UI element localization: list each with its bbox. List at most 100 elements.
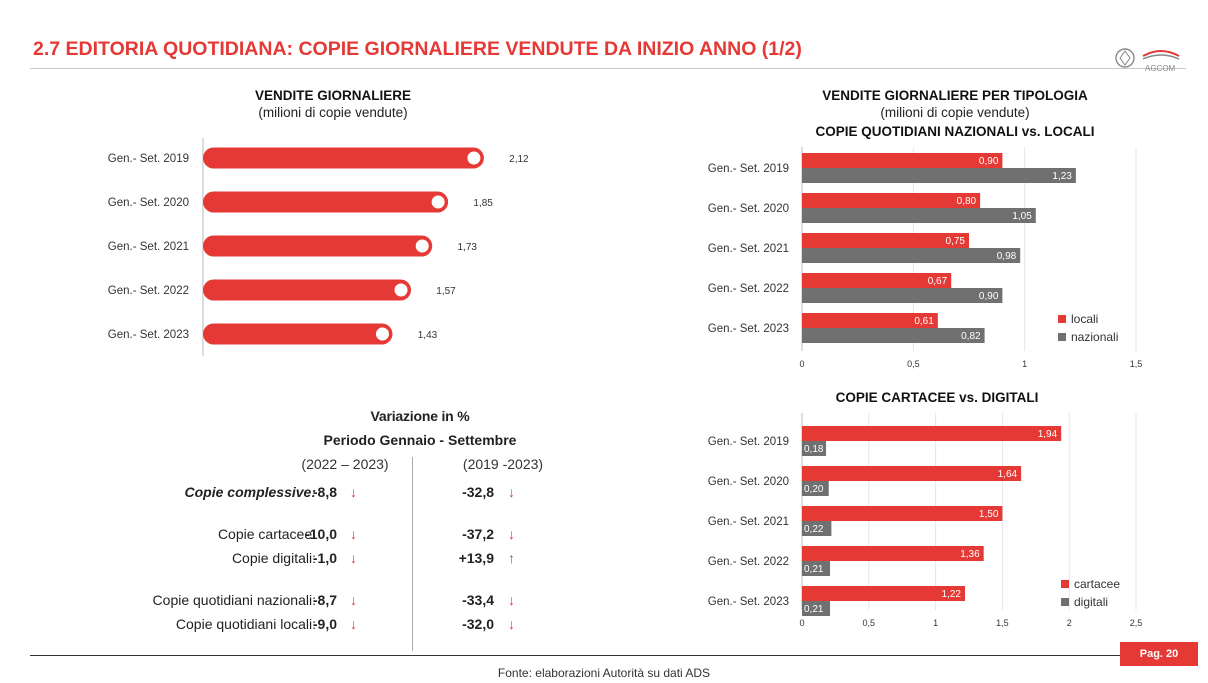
category-label: Gen.- Set. 2022 — [108, 285, 189, 297]
tick-label: 1,5 — [1130, 359, 1143, 369]
bar — [203, 279, 412, 301]
agcom-logo: AGCOM — [1115, 48, 1180, 73]
tick-label: 1 — [933, 618, 938, 628]
tick-label: 1 — [1022, 359, 1027, 369]
bar-locali — [802, 313, 938, 328]
tick-label: 1,5 — [996, 618, 1009, 628]
data-label: 2,12 — [509, 154, 529, 165]
arrow-up-icon: ↑ — [508, 550, 515, 566]
arrow-down-icon: ↓ — [350, 526, 357, 542]
legend-swatch-cartacee — [1061, 580, 1069, 588]
arrow-down-icon: ↓ — [350, 550, 357, 566]
tick-label: 0 — [799, 359, 804, 369]
bar-cartacee — [802, 586, 965, 601]
data-label: 0,21 — [804, 564, 824, 575]
bar-end-dot — [375, 327, 389, 341]
arrow-down-icon: ↓ — [350, 484, 357, 500]
variation-column-divider — [412, 457, 413, 651]
variation-row-label: Copie digitali: — [231, 550, 316, 566]
data-label: 1,36 — [960, 549, 980, 560]
arrow-down-icon: ↓ — [508, 592, 515, 608]
variation-value: -37,2 — [462, 526, 494, 542]
variation-row-label: Copie cartacee: — [217, 526, 316, 542]
footer-divider — [30, 655, 1120, 656]
legend-label: digitali — [1074, 595, 1108, 609]
data-label: 0,22 — [804, 524, 824, 535]
page-title: 2.7 EDITORIA QUOTIDIANA: COPIE GIORNALIE… — [33, 38, 802, 60]
data-label: 0,75 — [946, 236, 966, 247]
data-label: 0,98 — [997, 251, 1017, 262]
page-number-badge: Pag. 20 — [1120, 642, 1198, 666]
tick-label: 2 — [1067, 618, 1072, 628]
data-label: 1,57 — [436, 286, 456, 297]
variation-subtitle: Periodo Gennaio - Settembre — [323, 432, 517, 448]
title-divider — [30, 68, 1186, 69]
data-label: 0,82 — [961, 331, 981, 342]
variation-table: Variazione in % Periodo Gennaio - Settem… — [60, 405, 620, 651]
variation-value: -10,0 — [305, 526, 337, 542]
bar-locali — [802, 233, 969, 248]
data-label: 1,73 — [457, 242, 477, 253]
data-label: 0,61 — [914, 316, 934, 327]
variation-value: -8,7 — [312, 592, 337, 608]
chart2-subtitle2: COPIE QUOTIDIANI NAZIONALI vs. LOCALI — [815, 124, 1095, 139]
bar-locali — [802, 153, 1003, 168]
arrow-down-icon: ↓ — [508, 484, 515, 500]
tick-label: 0 — [799, 618, 804, 628]
bar-digitali — [802, 481, 829, 496]
bar-nazionali — [802, 208, 1036, 223]
chart1-subtitle: (milioni di copie vendute) — [258, 105, 408, 120]
chart-nazionali-locali: 0 0,5 1 1,5 Gen.- Set. 2019 0,90 1,23 Gen.- Set… — [708, 147, 1143, 369]
chart-cartacee-digitali: 0 0,5 1 1,5 2 2,5 Gen.- Set. 2019 1,94 0,18 Gen.-… — [708, 413, 1142, 628]
category-label: Gen.- Set. 2020 — [708, 476, 789, 488]
bar-digitali — [802, 561, 831, 576]
data-label: 0,18 — [804, 444, 824, 455]
bar-nazionali — [802, 328, 985, 343]
category-label: Gen.- Set. 2021 — [708, 243, 789, 255]
legend-swatch-locali — [1058, 315, 1066, 323]
bar — [203, 323, 393, 345]
category-label: Gen.- Set. 2021 — [708, 516, 789, 528]
category-label: Gen.- Set. 2022 — [708, 556, 789, 568]
variation-col1-header: (2022 – 2023) — [301, 456, 389, 472]
data-label: 1,05 — [1012, 211, 1032, 222]
variation-row-label: Copie quotidiani nazionali: — [152, 592, 316, 608]
category-label: Gen.- Set. 2019 — [108, 153, 189, 165]
data-label: 1,94 — [1038, 429, 1058, 440]
data-label: 1,85 — [473, 198, 493, 209]
bar-nazionali — [802, 248, 1021, 263]
tick-label: 0,5 — [863, 618, 876, 628]
bar — [203, 191, 449, 213]
legend-label: locali — [1071, 312, 1098, 326]
data-label: 0,21 — [804, 604, 824, 615]
category-label: Gen.- Set. 2022 — [708, 283, 789, 295]
arrow-down-icon: ↓ — [350, 616, 357, 632]
category-label: Gen.- Set. 2023 — [708, 323, 789, 335]
data-label: 1,43 — [418, 330, 438, 341]
bar-digitali — [802, 521, 832, 536]
chart2-subtitle: (milioni di copie vendute) — [880, 105, 1030, 120]
data-label: 1,23 — [1052, 171, 1072, 182]
chart-vendite-giornaliere: Gen.- Set. 2019 2,12 Gen.- Set. 2020 1,85 Ge… — [108, 138, 529, 356]
variation-row-label: Copie quotidiani locali: — [175, 616, 316, 632]
data-label: 1,64 — [998, 469, 1018, 480]
bar-nazionali — [802, 168, 1076, 183]
bar — [203, 235, 433, 257]
chart2-title: VENDITE GIORNALIERE PER TIPOLOGIA — [822, 88, 1088, 103]
tick-label: 0,5 — [907, 359, 920, 369]
legend-swatch-digitali — [1061, 598, 1069, 606]
bar-cartacee — [802, 426, 1062, 441]
bar-digitali — [802, 441, 827, 456]
data-label: 0,80 — [957, 196, 977, 207]
data-label: 1,50 — [979, 509, 999, 520]
category-label: Gen.- Set. 2023 — [108, 329, 189, 341]
bar-locali — [802, 273, 952, 288]
bar-cartacee — [802, 546, 984, 561]
variation-col2-header: (2019 -2023) — [462, 456, 544, 472]
data-label: 0,90 — [979, 291, 999, 302]
category-label: Gen.- Set. 2020 — [708, 203, 789, 215]
chart1-title: VENDITE GIORNALIERE — [254, 88, 411, 103]
category-label: Gen.- Set. 2020 — [108, 197, 189, 209]
bar-cartacee — [802, 466, 1022, 481]
source-note: Fonte: elaborazioni Autorità su dati ADS — [497, 666, 711, 680]
